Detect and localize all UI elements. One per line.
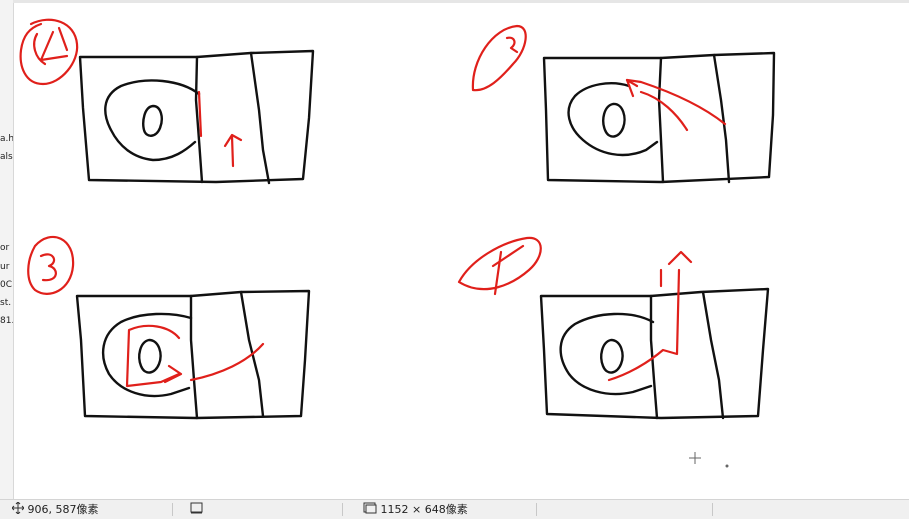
sketch-drawing <box>19 18 776 468</box>
panel-3-sketch <box>75 289 311 420</box>
strip-text: 81. <box>0 316 13 326</box>
selection-size-section <box>190 500 203 519</box>
strip-text: a.h <box>0 134 13 144</box>
cursor-position-text: 906, 587像素 <box>27 503 99 516</box>
strip-text: 0C <box>0 280 13 290</box>
panel-1-up-arrow <box>197 90 243 168</box>
panel-2-divider-right <box>712 53 731 184</box>
panel-3-divider-right <box>239 290 265 418</box>
panel-2-o-shape <box>602 102 626 138</box>
circled-number-2-annotation <box>471 24 527 92</box>
panel-3-o-shape <box>138 338 162 374</box>
strip-text: ur <box>0 262 10 272</box>
circled-number-3-annotation <box>27 235 75 295</box>
status-separator <box>342 503 343 516</box>
canvas-size-icon <box>363 501 377 520</box>
panel-1-o-shape <box>142 104 163 137</box>
status-separator <box>536 503 537 516</box>
panel-2-curved-arrows <box>625 78 727 132</box>
panel-4-sketch <box>539 287 770 420</box>
panel-4-up-arrow <box>607 250 693 382</box>
panel-3-divider-left <box>189 294 199 420</box>
circled-number-1-annotation <box>19 18 79 86</box>
panel-2-sketch <box>542 51 776 184</box>
move-cursor-icon <box>11 501 25 520</box>
window-top-edge <box>13 0 909 3</box>
canvas-cursor-marks <box>689 452 729 468</box>
panel-4-divider-right <box>701 290 725 420</box>
panel-2-divider-left <box>657 56 665 184</box>
panel-3-outline <box>75 289 311 420</box>
status-separator <box>712 503 713 516</box>
strip-text: st. <box>0 298 12 308</box>
status-separator <box>172 503 173 516</box>
status-bar: 906, 587像素 1152 × 648像素 <box>0 499 909 519</box>
strip-text: or <box>0 243 10 253</box>
panel-4-outline <box>539 287 770 420</box>
panel-4-outer-loop <box>559 312 655 396</box>
circled-number-4-annotation <box>457 236 542 296</box>
panel-2-outer-loop <box>567 82 659 157</box>
panel-3-path-arrow <box>125 324 265 388</box>
cursor-position-section: 906, 587像素 <box>11 500 99 520</box>
panel-4-divider-left <box>649 294 659 420</box>
panel-1-divider-right <box>249 51 271 185</box>
panel-1-divider-left <box>194 55 204 184</box>
drawing-canvas[interactable] <box>13 3 909 499</box>
strip-text: als <box>0 152 13 162</box>
panel-3-outer-loop <box>102 312 193 398</box>
panel-2-outline <box>542 51 776 184</box>
canvas-size-text: 1152 × 648像素 <box>380 503 468 516</box>
panel-1-sketch <box>78 49 315 185</box>
panel-1-outer-loop <box>104 79 201 162</box>
panel-4-o-shape <box>600 338 624 374</box>
selection-rect-icon <box>190 501 203 520</box>
background-window-strip: a.h als or ur 0C st. 81. <box>0 0 13 500</box>
panel-1-outline <box>78 49 315 184</box>
canvas-size-section: 1152 × 648像素 <box>363 500 468 519</box>
